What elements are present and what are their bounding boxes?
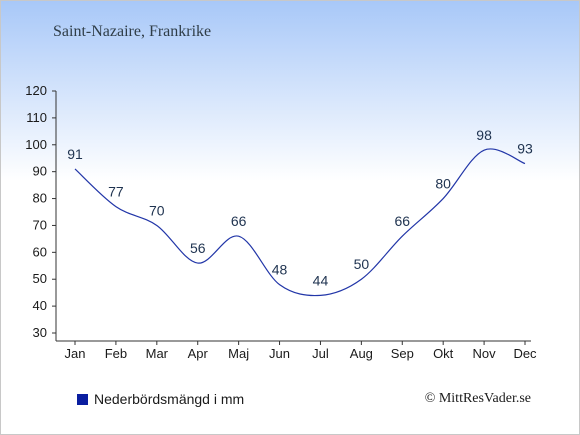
y-tick-label: 40 [33,298,47,313]
data-label: 56 [190,240,206,256]
y-tick-label: 120 [25,83,47,98]
legend-label: Nederbördsmängd i mm [94,391,245,407]
chart-title: Saint-Nazaire, Frankrike [53,23,212,40]
y-tick-label: 60 [33,244,47,259]
series-line [74,148,526,297]
data-label: 66 [231,213,247,229]
x-tick-label: Dec [513,346,537,361]
data-label: 80 [435,176,451,192]
legend: Nederbördsmängd i mm [77,391,244,407]
y-tick-label: 90 [33,164,47,179]
x-tick-label: Maj [228,346,249,361]
x-tick-label: Nov [473,346,497,361]
x-tick-label: Jul [312,346,329,361]
data-label: 44 [313,272,329,288]
x-tick-label: Jan [65,346,86,361]
y-tick-label: 100 [25,137,47,152]
legend-swatch [77,393,88,405]
x-tick-label: Feb [105,346,127,361]
x-tick-label: Okt [433,346,454,361]
y-tick-label: 50 [33,271,47,286]
y-tick-label: 110 [26,110,47,125]
y-tick-label: 80 [33,191,47,206]
x-tick-label: Jun [269,346,290,361]
x-tick-label: Apr [188,346,209,361]
data-label: 93 [517,141,533,157]
data-label: 48 [272,262,288,278]
data-label: 91 [67,146,83,162]
data-label: 70 [149,202,165,218]
x-tick-label: Sep [391,346,414,361]
data-label: 98 [476,127,492,143]
data-label: 50 [354,256,370,272]
y-tick-label: 70 [33,217,47,232]
data-label: 66 [394,213,410,229]
data-label: 77 [108,184,124,200]
x-tick-label: Aug [350,346,373,361]
y-tick-label: 30 [33,325,47,340]
x-tick-label: Mar [146,346,169,361]
credit-text: © MittResVader.se [424,391,531,406]
